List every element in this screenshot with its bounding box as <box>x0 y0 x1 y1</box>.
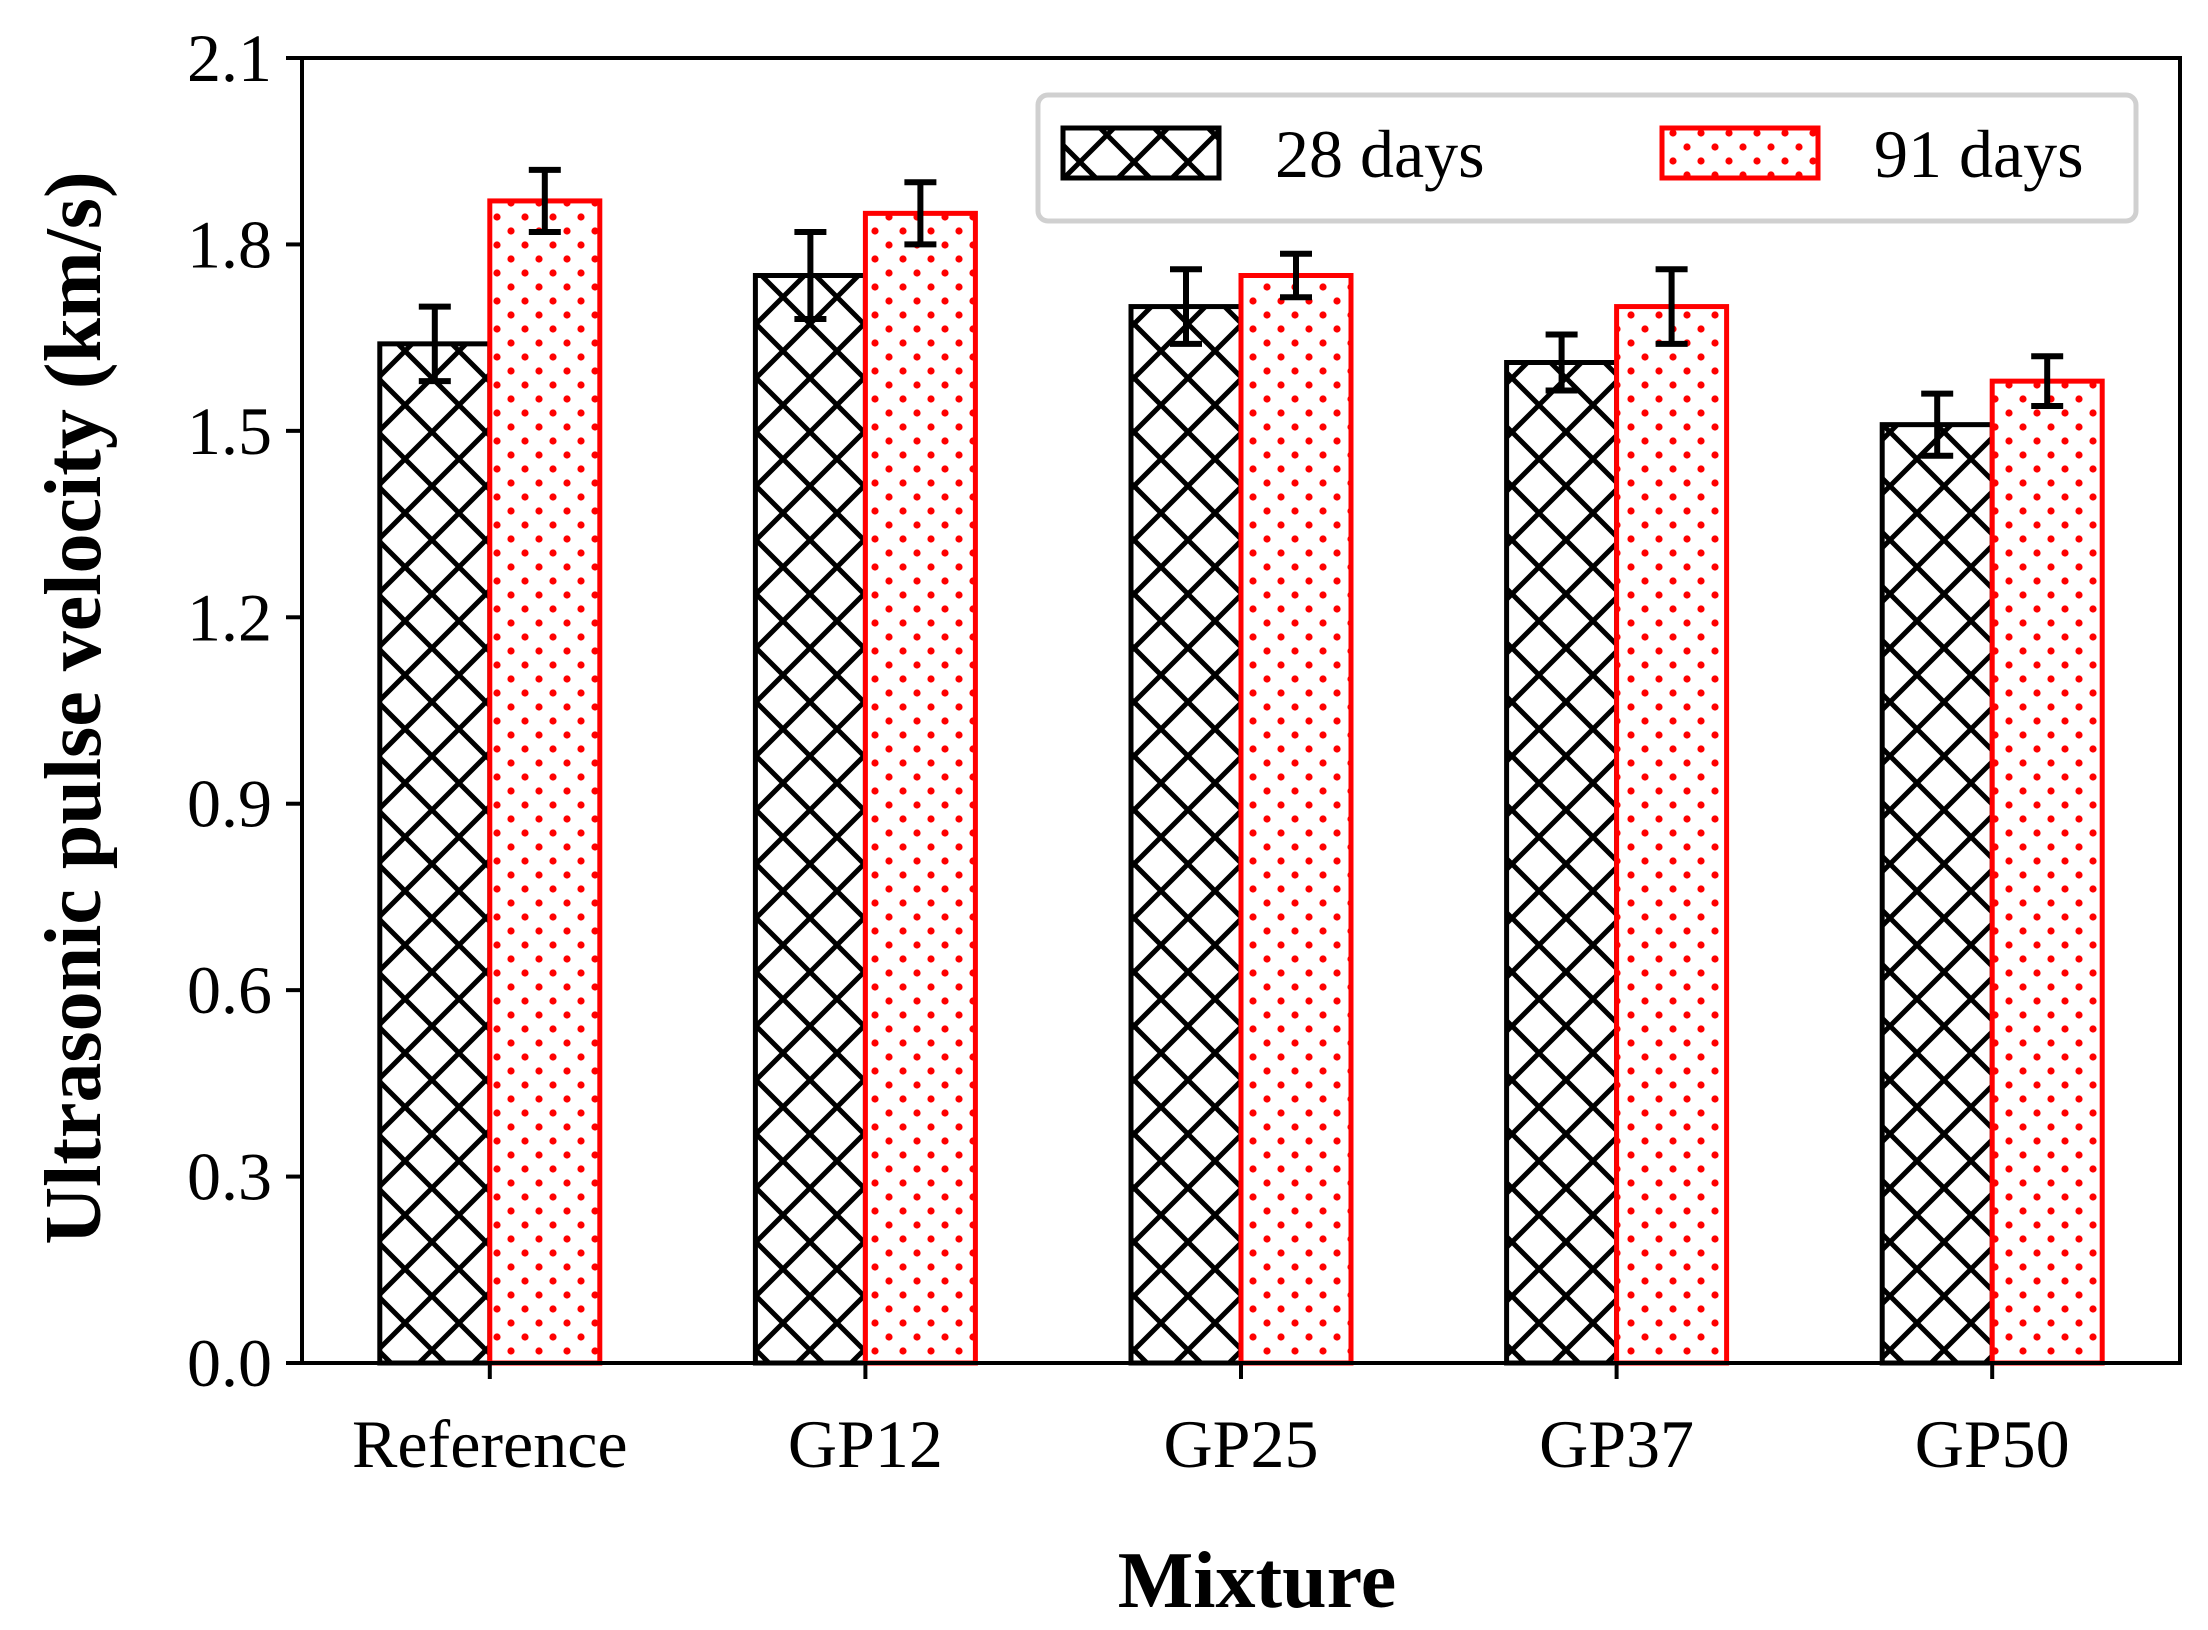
bar-gp50-28-days <box>1879 422 1995 1366</box>
bar-gp12-91-days <box>862 210 978 1366</box>
x-tick-label: GP12 <box>788 1406 943 1482</box>
x-tick-label: GP37 <box>1539 1406 1694 1482</box>
bar-reference-91-days <box>487 198 603 1366</box>
y-tick-label: 0.9 <box>187 766 272 842</box>
x-axis: Reference GP12 GP25 GP37 GP50 <box>352 1363 2070 1482</box>
legend: 28 days 91 days <box>1035 92 2139 224</box>
bars-layer <box>377 198 2105 1366</box>
x-tick-label: Reference <box>352 1406 628 1482</box>
legend-box <box>1035 92 2139 224</box>
bar-gp25-91-days <box>1238 273 1354 1366</box>
y-tick-label: 0.3 <box>187 1139 272 1215</box>
y-tick-label: 1.5 <box>187 393 272 469</box>
y-tick-label: 0.6 <box>187 952 272 1028</box>
y-axis-title: Ultrasonic pulse velocity (km/s) <box>30 171 118 1244</box>
x-tick-label: GP50 <box>1915 1406 2070 1482</box>
y-tick-label: 1.2 <box>187 579 272 655</box>
y-axis: 0.0 0.3 0.6 0.9 1.2 1.5 1.8 2.1 <box>187 20 302 1401</box>
y-tick-label: 1.8 <box>187 206 272 282</box>
bar-gp37-28-days <box>1504 360 1620 1366</box>
bar-gp12-28-days <box>752 273 868 1366</box>
legend-label-91-days: 91 days <box>1874 116 2084 192</box>
y-tick-label: 2.1 <box>187 20 272 96</box>
x-tick-label: GP25 <box>1164 1406 1319 1482</box>
bar-gp25-28-days <box>1128 304 1244 1366</box>
bar-reference-28-days <box>377 341 493 1366</box>
legend-swatch-28-days <box>1060 125 1222 181</box>
bar-gp37-91-days <box>1614 304 1730 1366</box>
legend-swatch-91-days <box>1659 125 1821 181</box>
error-bars-layer <box>418 166 2064 459</box>
y-tick-label: 0.0 <box>187 1325 272 1401</box>
x-axis-title: Mixture <box>1118 1537 1396 1625</box>
bar-gp50-91-days <box>1989 378 2105 1366</box>
legend-label-28-days: 28 days <box>1275 116 1485 192</box>
